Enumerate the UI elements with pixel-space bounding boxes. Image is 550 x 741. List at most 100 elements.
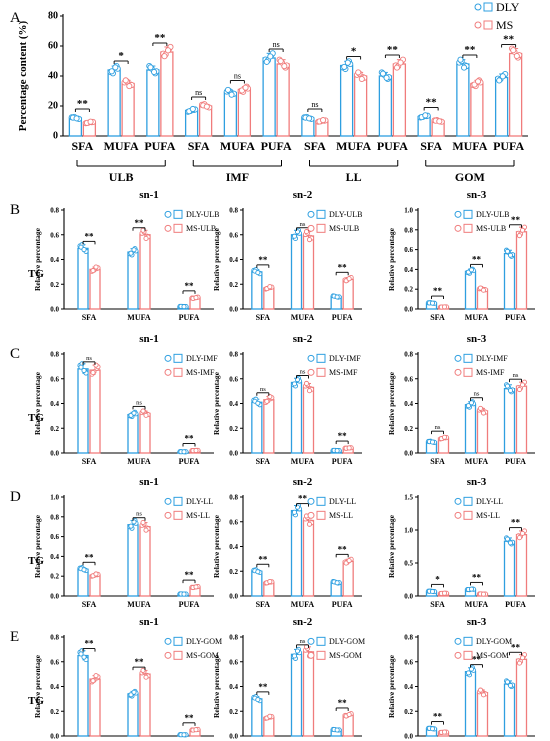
data-point bbox=[429, 439, 436, 445]
data-point bbox=[441, 304, 448, 310]
y-axis-label: Relative percentage bbox=[212, 371, 221, 435]
data-point bbox=[122, 77, 129, 84]
bar-MS-GOM-PUFA bbox=[342, 714, 354, 737]
legend-swatch bbox=[316, 650, 326, 660]
y-tick-label: 0.2 bbox=[404, 708, 413, 716]
y-tick-label: 0.8 bbox=[229, 207, 238, 215]
data-point bbox=[78, 364, 84, 370]
bar-MS-GOM-MUFA bbox=[302, 651, 315, 737]
x-tick-label: PUFA bbox=[505, 457, 526, 466]
x-tick-label: PUFA bbox=[505, 600, 526, 609]
legend-label: MS-GOM bbox=[186, 651, 219, 660]
data-point bbox=[303, 229, 310, 235]
x-tick-label: PUFA bbox=[179, 313, 200, 322]
x-tick-label: MUFA bbox=[465, 600, 489, 609]
panel-title-sn-3: sn-3 bbox=[467, 476, 487, 488]
data-point bbox=[504, 536, 511, 542]
y-tick-label: 0.2 bbox=[50, 281, 59, 289]
y-axis-label: Relative percentage bbox=[387, 514, 396, 578]
bar-MS-MUFA bbox=[353, 75, 368, 137]
y-tick-label: 0.2 bbox=[50, 573, 59, 581]
legend-swatch bbox=[463, 353, 473, 363]
bar-MS-SFA bbox=[198, 105, 213, 137]
significance-label: ** bbox=[85, 552, 95, 562]
significance-label: ** bbox=[338, 262, 348, 272]
significance-label: ** bbox=[258, 682, 268, 692]
legend-label: DLY-IMF bbox=[329, 354, 361, 363]
data-point bbox=[143, 412, 149, 418]
legend-label: DLY-IMF bbox=[476, 354, 508, 363]
y-axis-label: Percentage content (%) bbox=[17, 20, 29, 131]
data-point bbox=[334, 294, 340, 300]
y-tick-label: 0.6 bbox=[50, 231, 59, 239]
y-tick-label: 0.4 bbox=[404, 683, 413, 691]
panel-title-sn-1: sn-1 bbox=[139, 616, 159, 628]
legend-swatch bbox=[173, 650, 183, 660]
data-point bbox=[267, 53, 274, 60]
bar-DLY-ULB-SFA bbox=[251, 271, 263, 310]
significance-label: ns bbox=[195, 88, 202, 97]
data-point bbox=[143, 527, 149, 533]
data-point bbox=[383, 74, 390, 81]
row-label-tg: TG bbox=[28, 555, 44, 567]
data-point bbox=[504, 679, 511, 685]
bar-DLY-LL-PUFA bbox=[503, 540, 516, 597]
data-point bbox=[140, 227, 146, 233]
legend-swatch bbox=[463, 496, 473, 506]
bar-DLY-GOM-MUFA bbox=[290, 653, 303, 737]
x-tick-label: MUFA bbox=[127, 457, 151, 466]
significance-label: ** bbox=[185, 434, 195, 444]
x-tick-label: MUFA bbox=[465, 313, 489, 322]
data-point bbox=[519, 382, 526, 388]
data-point bbox=[193, 447, 199, 454]
panel-title-sn-1: sn-1 bbox=[139, 333, 159, 345]
significance-label: ** bbox=[433, 286, 443, 296]
panel-title-sn-3: sn-3 bbox=[467, 189, 487, 201]
data-point bbox=[255, 569, 261, 575]
panel-title-sn-2: sn-2 bbox=[293, 616, 313, 628]
legend-marker bbox=[454, 497, 462, 505]
significance-label: ns bbox=[260, 386, 266, 393]
x-tick-label: PUFA bbox=[179, 457, 200, 466]
legend-label: MS bbox=[496, 18, 513, 32]
data-point bbox=[468, 400, 475, 406]
legend-label: DLY-GOM bbox=[329, 637, 365, 646]
significance-label: ** bbox=[464, 44, 476, 56]
legend-label: DLY-ULB bbox=[476, 210, 509, 219]
data-point bbox=[189, 105, 196, 113]
x-tick-label: MUFA bbox=[291, 600, 315, 609]
y-tick-label: 40 bbox=[48, 71, 58, 82]
legend-swatch bbox=[316, 367, 326, 377]
bar-MS-GOM-SFA bbox=[89, 678, 101, 737]
legend-label: MS-ULB bbox=[476, 224, 506, 233]
data-point bbox=[465, 403, 472, 409]
y-tick-label: 0.0 bbox=[229, 593, 238, 601]
x-tick-label: SFA bbox=[420, 139, 442, 153]
y-tick-label: 0 bbox=[53, 131, 58, 142]
y-tick-label: 0.8 bbox=[229, 351, 238, 359]
data-point bbox=[181, 304, 187, 310]
bar-DLY-ULB-SFA bbox=[77, 247, 89, 310]
bar-DLY-MUFA bbox=[223, 91, 238, 137]
data-point bbox=[519, 655, 526, 661]
bar-DLY-LL-SFA bbox=[77, 568, 89, 597]
y-axis-label: Relative percentage bbox=[33, 371, 42, 435]
x-tick-label: SFA bbox=[430, 313, 445, 322]
data-point bbox=[461, 64, 468, 71]
bar-DLY-MUFA bbox=[456, 63, 470, 137]
chart-B-sn-2: 0.0 0.2 0.4 0.6 0.8 Relative percentage ** SFA n… bbox=[212, 189, 362, 322]
legend-swatch bbox=[463, 650, 473, 660]
legend-marker bbox=[164, 511, 172, 519]
data-point bbox=[81, 654, 87, 660]
y-tick-label: 0.2 bbox=[229, 281, 238, 289]
y-tick-label: 0.0 bbox=[404, 306, 413, 314]
data-point bbox=[193, 584, 199, 590]
data-point bbox=[281, 63, 288, 70]
data-point bbox=[224, 86, 232, 93]
bar-MS-IMF-SFA bbox=[263, 399, 275, 454]
data-point bbox=[507, 252, 514, 258]
y-tick-label: 0.4 bbox=[229, 400, 238, 408]
legend-marker bbox=[307, 637, 315, 645]
y-axis-label: Relative percentage bbox=[33, 654, 42, 718]
data-point bbox=[203, 103, 210, 110]
